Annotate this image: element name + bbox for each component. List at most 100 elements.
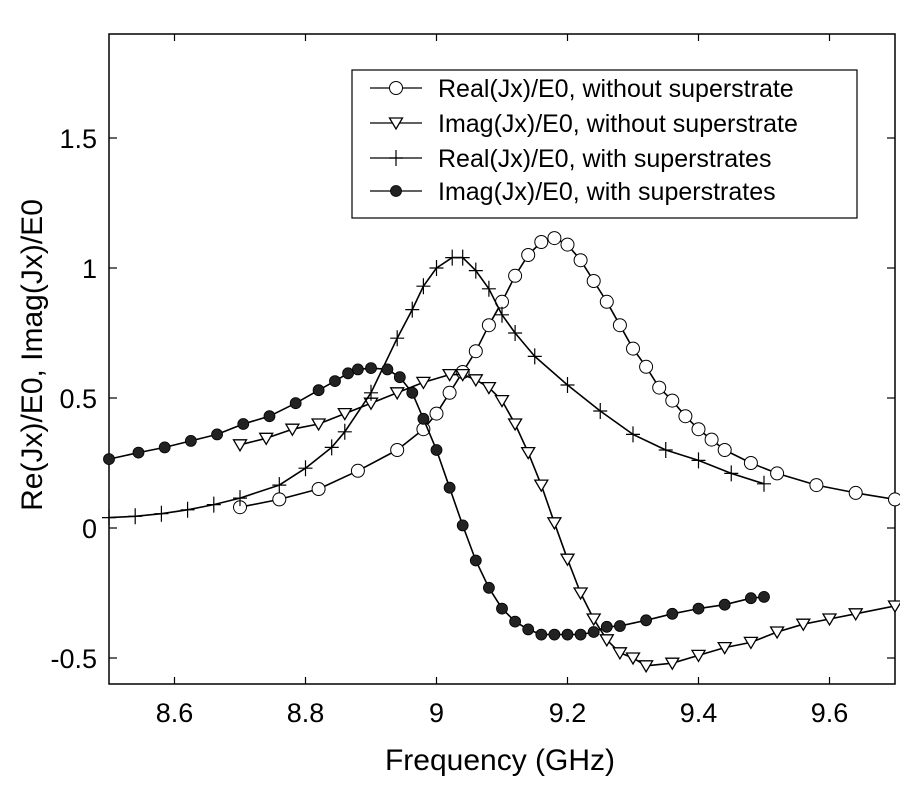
data-point: [329, 375, 341, 388]
data-point: [887, 600, 900, 614]
data-point: [103, 453, 115, 466]
data-point: [311, 482, 326, 496]
data-point: [312, 384, 325, 397]
data-point: [586, 274, 601, 288]
data-point: [599, 294, 614, 309]
data-point: [678, 409, 693, 424]
data-point: [560, 377, 575, 393]
data-point: [522, 623, 535, 636]
data-point: [415, 376, 432, 390]
x-tick-label: 9.2: [549, 698, 587, 728]
data-point: [284, 423, 301, 437]
x-tick-label: 9.4: [680, 698, 718, 728]
data-point: [599, 634, 615, 648]
data-point: [612, 647, 628, 661]
data-point: [574, 628, 587, 641]
data-point: [389, 387, 405, 401]
data-point: [272, 477, 287, 494]
legend-marker: [389, 81, 403, 95]
data-point: [704, 432, 719, 447]
data-point: [848, 608, 864, 622]
data-point: [417, 412, 430, 425]
series-open-circle: [233, 231, 900, 515]
data-point: [821, 613, 838, 627]
y-tick-label: 0: [82, 514, 97, 544]
data-point: [586, 613, 602, 627]
data-point: [232, 439, 248, 453]
legend-marker: [390, 185, 402, 197]
legend-item: Real(Jx)/E0, without superstrate: [370, 75, 794, 103]
x-tick-label: 8.8: [287, 698, 325, 728]
y-tick-label: -0.5: [50, 644, 97, 674]
data-point: [455, 249, 470, 266]
data-point: [600, 620, 613, 633]
data-point: [337, 407, 353, 421]
legend-item: Imag(Jx)/E0, without superstrate: [370, 110, 798, 138]
data-point: [533, 479, 549, 493]
data-point: [481, 280, 496, 297]
data-point: [888, 492, 900, 507]
data-point: [481, 381, 497, 395]
data-point: [337, 423, 352, 440]
legend-label: Imag(Jx)/E0, without superstrate: [438, 110, 798, 138]
data-point: [625, 652, 641, 666]
data-point: [263, 410, 276, 423]
data-point: [573, 253, 588, 268]
data-point: [233, 490, 247, 507]
data-point: [350, 463, 365, 478]
data-point: [381, 363, 394, 376]
data-point: [342, 367, 354, 380]
data-point: [612, 318, 627, 333]
data-point: [496, 602, 508, 615]
data-point: [429, 406, 444, 421]
legend-label: Real(Jx)/E0, with superstrates: [438, 145, 771, 173]
data-point: [272, 492, 287, 507]
data-point: [508, 325, 523, 341]
data-point: [639, 359, 654, 374]
data-point: [158, 441, 171, 454]
legend-label: Real(Jx)/E0, without superstrate: [438, 75, 794, 103]
data-point: [692, 602, 705, 615]
legend-marker: [388, 117, 404, 131]
data-point: [521, 248, 536, 262]
data-point: [665, 393, 680, 408]
data-point: [572, 587, 589, 601]
data-point: [206, 496, 221, 513]
x-tick-label: 8.6: [156, 698, 194, 728]
data-point: [310, 418, 327, 432]
data-point: [390, 443, 405, 457]
data-point: [652, 380, 667, 395]
x-axis-label: Frequency (GHz): [385, 744, 615, 777]
data-point: [430, 444, 443, 456]
data-point: [324, 439, 339, 456]
data-point: [482, 581, 495, 594]
data-point: [587, 626, 600, 638]
data-point: [390, 330, 405, 347]
data-point: [520, 446, 536, 460]
data-point: [289, 397, 302, 410]
data-point: [365, 362, 377, 375]
data-point: [743, 636, 759, 650]
data-point: [364, 384, 378, 401]
data-point: [468, 262, 483, 279]
data-point: [494, 394, 510, 408]
data-point: [757, 475, 771, 492]
data-point: [690, 649, 707, 663]
series-filled-circle: [103, 362, 770, 641]
y-tick-label: 0.5: [59, 384, 97, 414]
data-point: [184, 434, 197, 447]
data-point: [393, 371, 406, 384]
series-open-triangle-down: [232, 368, 900, 674]
data-point: [809, 478, 824, 493]
data-point: [770, 466, 785, 481]
data-point: [666, 607, 679, 620]
data-point: [626, 426, 640, 443]
data-point: [658, 442, 673, 458]
data-point: [495, 306, 509, 323]
data-point: [717, 443, 732, 457]
data-point: [664, 657, 680, 671]
legend-item: Imag(Jx)/E0, with superstrates: [370, 178, 776, 206]
data-point: [237, 418, 250, 430]
legend: Real(Jx)/E0, without superstrate Imag(Jx)…: [351, 69, 858, 219]
